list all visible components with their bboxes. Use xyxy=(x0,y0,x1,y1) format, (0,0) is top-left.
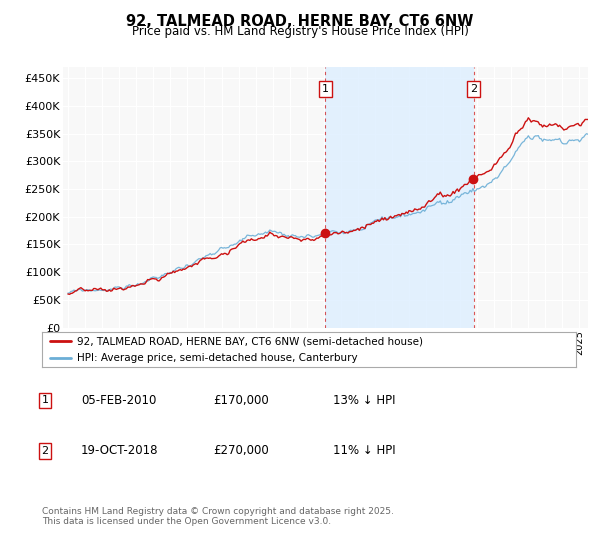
Text: Price paid vs. HM Land Registry's House Price Index (HPI): Price paid vs. HM Land Registry's House … xyxy=(131,25,469,38)
Text: HPI: Average price, semi-detached house, Canterbury: HPI: Average price, semi-detached house,… xyxy=(77,353,358,363)
Text: 13% ↓ HPI: 13% ↓ HPI xyxy=(333,394,395,407)
Text: 19-OCT-2018: 19-OCT-2018 xyxy=(81,444,158,458)
Text: 1: 1 xyxy=(41,395,49,405)
Text: 11% ↓ HPI: 11% ↓ HPI xyxy=(333,444,395,458)
Text: 2: 2 xyxy=(470,85,477,95)
Text: 92, TALMEAD ROAD, HERNE BAY, CT6 6NW (semi-detached house): 92, TALMEAD ROAD, HERNE BAY, CT6 6NW (se… xyxy=(77,337,423,347)
Text: 2: 2 xyxy=(41,446,49,456)
Text: Contains HM Land Registry data © Crown copyright and database right 2025.
This d: Contains HM Land Registry data © Crown c… xyxy=(42,507,394,526)
Bar xyxy=(325,67,473,328)
Text: £170,000: £170,000 xyxy=(213,394,269,407)
Text: 92, TALMEAD ROAD, HERNE BAY, CT6 6NW: 92, TALMEAD ROAD, HERNE BAY, CT6 6NW xyxy=(127,14,473,29)
Text: 1: 1 xyxy=(322,85,329,95)
Text: 05-FEB-2010: 05-FEB-2010 xyxy=(81,394,157,407)
Text: £270,000: £270,000 xyxy=(213,444,269,458)
